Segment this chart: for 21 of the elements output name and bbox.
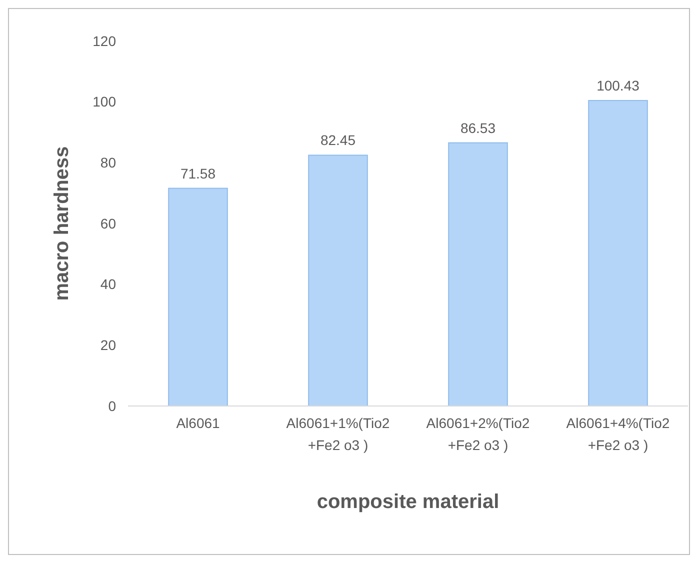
y-tick-label: 60 bbox=[100, 215, 116, 232]
y-axis-title: macro hardness bbox=[51, 146, 73, 301]
y-tick-label: 80 bbox=[100, 154, 116, 171]
bar bbox=[168, 188, 228, 406]
data-label: 82.45 bbox=[320, 132, 356, 148]
bar bbox=[588, 100, 648, 406]
x-tick-label: Al6061+2%(Tio2 +Fe2 o3 ) bbox=[426, 415, 530, 453]
y-tick-label: 0 bbox=[108, 398, 116, 414]
data-label: 71.58 bbox=[180, 165, 216, 182]
y-tick-label: 20 bbox=[100, 337, 116, 354]
y-tick-label: 120 bbox=[92, 32, 116, 49]
x-axis-title: composite material bbox=[316, 491, 500, 513]
bar bbox=[448, 142, 508, 406]
x-tick-label: Al6061 bbox=[176, 415, 220, 431]
bar bbox=[308, 154, 368, 406]
data-label: 86.53 bbox=[460, 120, 496, 136]
x-tick-label: Al6061+4%(Tio2 +Fe2 o3 ) bbox=[566, 415, 670, 453]
data-label: 100.43 bbox=[596, 78, 640, 94]
y-tick-label: 100 bbox=[92, 94, 116, 110]
x-tick-label: Al6061+1%(Tio2 +Fe2 o3 ) bbox=[286, 415, 390, 453]
y-tick-label: 40 bbox=[100, 276, 116, 292]
